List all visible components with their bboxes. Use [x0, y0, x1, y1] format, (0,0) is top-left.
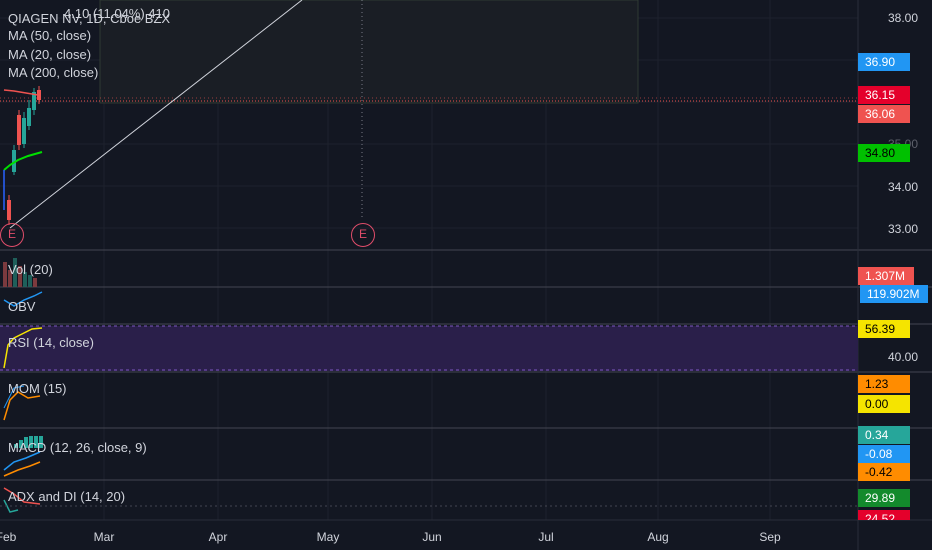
ma200-line — [3, 151, 43, 171]
adx-minus-line — [3, 487, 41, 505]
adx-minus-tag: 24.52 — [858, 510, 910, 520]
price-axis-label: 34.00 — [887, 180, 918, 194]
pane-separators[interactable] — [0, 249, 932, 481]
last-price-tag: 36.15 — [858, 86, 910, 104]
ma20-price-tag: 36.06 — [858, 105, 910, 123]
mom-line-2 — [3, 385, 25, 409]
ma50-legend[interactable]: MA (50, close) — [8, 28, 92, 43]
adx-plus-line — [3, 499, 19, 513]
date-axis-label: Apr — [208, 530, 228, 544]
mom-legend[interactable]: MOM (15) — [8, 381, 67, 396]
date-axis-label: Feb — [0, 530, 17, 544]
drawn-rectangle[interactable] — [99, 0, 639, 104]
volume-bars — [3, 258, 37, 287]
ma200-price-tag: 34.80 — [858, 144, 910, 162]
mom-line — [3, 391, 41, 421]
mom-zero-tag: 0.00 — [858, 395, 910, 413]
obv-line — [3, 291, 43, 307]
mom-tag: 1.23 — [858, 375, 910, 393]
price-axis-label: 38.00 — [887, 11, 918, 25]
trend-line[interactable] — [9, 0, 303, 229]
rsi-axis-label: 40.00 — [887, 350, 918, 364]
date-axis-label: Aug — [647, 530, 669, 544]
volume-tag: 1.307M — [858, 267, 914, 285]
price-change-readout: 4.10 (11.04%) 410 — [64, 6, 170, 21]
candlesticks[interactable] — [7, 86, 41, 225]
adx-legend[interactable]: ADX and DI (14, 20) — [8, 489, 126, 504]
date-axis-label: May — [316, 530, 340, 544]
price-axis-label: 33.00 — [887, 222, 918, 236]
rsi-tag: 56.39 — [858, 320, 910, 338]
obv-legend[interactable]: OBV — [8, 299, 36, 314]
earnings-marker[interactable]: E — [351, 223, 375, 247]
macd-tag: -0.08 — [858, 445, 910, 463]
rsi-band — [0, 326, 858, 371]
date-axis-label: Sep — [759, 530, 781, 544]
rsi-legend[interactable]: RSI (14, close) — [8, 335, 94, 350]
volume-legend[interactable]: Vol (20) — [8, 262, 53, 277]
ma20-legend[interactable]: MA (20, close) — [8, 47, 92, 62]
macd-line — [3, 451, 41, 471]
obv-tag: 119.902M — [860, 285, 928, 303]
date-axis-label: Jul — [538, 530, 554, 544]
adx-plus-tag: 29.89 — [858, 489, 910, 507]
ma20-line — [3, 89, 39, 96]
ma50-price-tag: 36.90 — [858, 53, 910, 71]
macd-signal-tag: -0.42 — [858, 463, 910, 481]
earnings-marker[interactable]: E — [0, 223, 24, 247]
macd-histogram — [14, 436, 43, 448]
date-axis-label: Mar — [93, 530, 115, 544]
macd-signal-line — [3, 461, 41, 477]
macd-hist-tag: 0.34 — [858, 426, 910, 444]
symbol-title[interactable]: QIAGEN NV, 1D, Cboe BZX — [8, 11, 171, 26]
rsi-line — [3, 327, 43, 369]
date-axis-label: Jun — [422, 530, 442, 544]
macd-legend[interactable]: MACD (12, 26, close, 9) — [8, 440, 147, 455]
ma200-legend[interactable]: MA (200, close) — [8, 65, 99, 80]
